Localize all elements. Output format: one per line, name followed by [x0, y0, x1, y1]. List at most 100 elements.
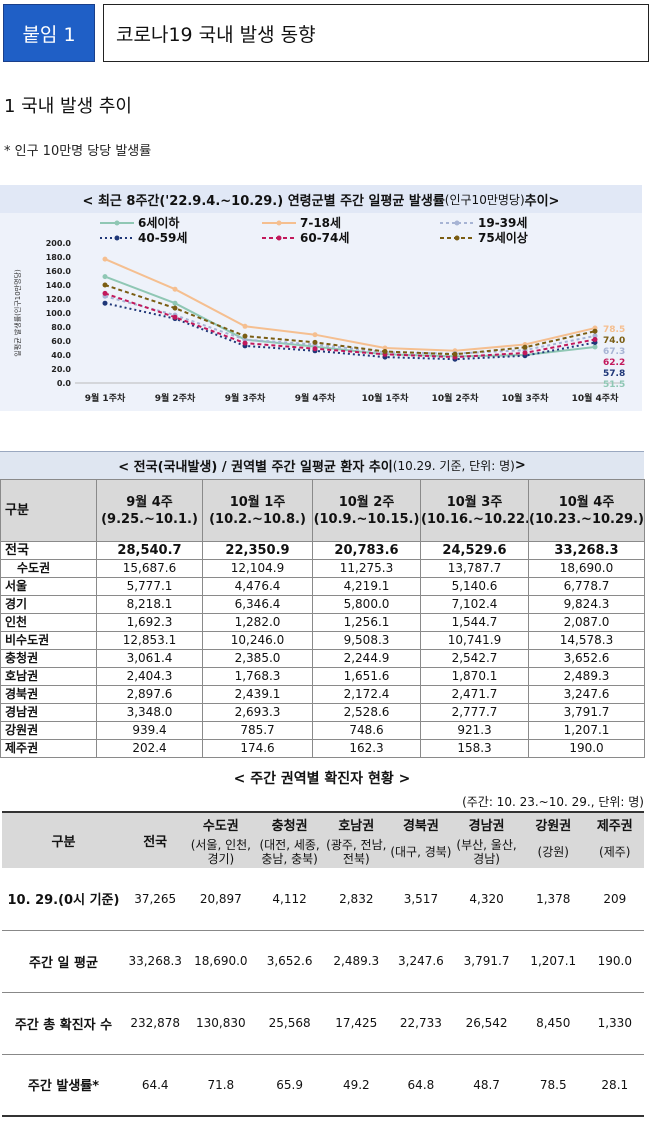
weekly-header-week: 9월 4주 (9.25.~10.1.) — [96, 479, 203, 542]
table-cell: 9,824.3 — [528, 595, 645, 614]
x-tick-label: 9월 1주차 — [85, 392, 126, 404]
row-label: 수도권 — [0, 559, 97, 578]
document-header: 붙임 1 코로나19 국내 발생 동향 — [3, 4, 651, 62]
table-cell: 2,542.7 — [420, 649, 529, 668]
table-cell: 5,140.6 — [420, 577, 529, 596]
series-line-0 — [104, 275, 596, 358]
table-row: 전국 28,540.7 22,350.9 20,783.6 24,529.6 33,268… — [0, 541, 645, 560]
table-cell: 2,404.3 — [96, 667, 203, 686]
table-cell: 15,687.6 — [96, 559, 203, 578]
table-cell: 174.6 — [202, 739, 313, 758]
series-line-3 — [104, 302, 596, 361]
row-label: 주간 일 평균 — [2, 930, 125, 993]
y-tick-label: 140.0 — [46, 281, 72, 290]
data-point — [242, 323, 248, 329]
weekly-header-week: 10월 1주 (10.2.~10.8.) — [202, 479, 313, 542]
data-point — [592, 328, 598, 334]
weekly-header-week: 10월 4주 (10.23.~10.29.) — [528, 479, 645, 542]
table-cell: 3,517 — [389, 868, 453, 931]
table-row: 수도권 15,687.6 12,104.9 11,275.3 13,787.7 18,69… — [0, 559, 645, 578]
x-tick-label: 10월 4주차 — [572, 392, 619, 404]
legend-label: 40-59세 — [138, 230, 187, 245]
table-cell: 2,439.1 — [202, 685, 313, 704]
table-cell: 11,275.3 — [312, 559, 421, 578]
y-tick-label: 160.0 — [46, 267, 72, 276]
data-point — [172, 305, 178, 311]
table-cell: 3,247.6 — [389, 930, 453, 993]
weekly-table-header: 구분 9월 4주 (9.25.~10.1.) 10월 1주 (10.2.~10.8.… — [0, 479, 645, 542]
table-cell: 2,489.3 — [528, 667, 645, 686]
regional-header-subregions: (부산, 울산, 경남) — [452, 836, 521, 868]
table-row: 경북권 2,897.6 2,439.1 2,172.4 2,471.7 3,247.6 — [0, 685, 645, 704]
row-label: 주간 총 확진자 수 — [2, 992, 125, 1055]
regional-header-subregions: (제주) — [585, 836, 644, 868]
table-row: 충청권 3,061.4 2,385.0 2,244.9 2,542.7 3,652.6 — [0, 649, 645, 668]
chart-title-main: < 최근 8주간('22.9.4.~10.29.) 연령군별 주간 일평균 발생… — [82, 193, 445, 209]
row-label: 호남권 — [0, 667, 97, 686]
table-cell: 1,207.1 — [528, 721, 645, 740]
table-cell: 3,791.7 — [528, 703, 645, 722]
table-cell: 18,690.0 — [528, 559, 645, 578]
data-point — [242, 340, 248, 346]
table-cell: 12,853.1 — [96, 631, 203, 650]
table-cell: 65.9 — [256, 1054, 323, 1117]
table-row: 강원권 939.4 785.7 748.6 921.3 1,207.1 — [0, 721, 645, 740]
table-cell: 22,350.9 — [202, 541, 313, 560]
table-cell: 202.4 — [96, 739, 203, 758]
row-label: 강원권 — [0, 721, 97, 740]
row-label: 비수도권 — [0, 631, 97, 650]
table-cell: 1,544.7 — [420, 613, 529, 632]
incidence-chart: < 최근 8주간('22.9.4.~10.29.) 연령군별 주간 일평균 발생… — [0, 185, 642, 411]
table-cell: 33,268.3 — [528, 541, 645, 560]
table-cell: 1,330 — [585, 992, 644, 1055]
table-cell: 18,690.0 — [185, 930, 257, 993]
table-cell: 1,870.1 — [420, 667, 529, 686]
data-point — [102, 290, 108, 296]
row-label: 제주권 — [0, 739, 97, 758]
table-cell: 190.0 — [585, 930, 644, 993]
table-cell: 78.5 — [520, 1054, 586, 1117]
table-cell: 7,102.4 — [420, 595, 529, 614]
table-cell: 48.7 — [452, 1054, 521, 1117]
legend-label: 19-39세 — [478, 215, 527, 230]
table-cell: 3,061.4 — [96, 649, 203, 668]
table-row: 제주권 202.4 174.6 162.3 158.3 190.0 — [0, 739, 645, 758]
table-cell: 1,768.3 — [202, 667, 313, 686]
row-label: 인천 — [0, 613, 97, 632]
weekly-table-wrapper: < 전국(국내발생) / 권역별 주간 일평균 환자 추이 (10.29. 기준… — [0, 451, 645, 758]
row-label: 충청권 — [0, 649, 97, 668]
legend-label: 6세이하 — [138, 215, 179, 230]
table-cell: 2,489.3 — [322, 930, 390, 993]
table-row: 호남권 2,404.3 1,768.3 1,651.6 1,870.1 2,489.3 — [0, 667, 645, 686]
y-tick-label: 180.0 — [46, 253, 72, 262]
table-cell: 10,741.9 — [420, 631, 529, 650]
weekly-header-week: 10월 2주 (10.9.~10.15.) — [312, 479, 421, 542]
row-label: 전국 — [0, 541, 97, 560]
regional-header-subregions: (광주, 전남, 전북) — [322, 836, 390, 868]
table-cell: 24,529.6 — [420, 541, 529, 560]
table-cell: 2,471.7 — [420, 685, 529, 704]
table-cell: 20,897 — [185, 868, 257, 931]
chart-title-sub: (인구10만명당) — [444, 192, 525, 207]
data-point — [102, 300, 108, 306]
regional-header-region: 경남권 — [452, 812, 521, 836]
data-point — [382, 349, 388, 354]
table-cell: 8,218.1 — [96, 595, 203, 614]
weekly-caption-end: > — [514, 458, 526, 473]
weekly-table-caption: < 전국(국내발생) / 권역별 주간 일평균 환자 추이 (10.29. 기준… — [0, 451, 644, 479]
table-cell: 190.0 — [528, 739, 645, 758]
row-label: 서울 — [0, 577, 97, 596]
table-cell: 1,651.6 — [312, 667, 421, 686]
table-cell: 232,878 — [124, 992, 186, 1055]
data-point — [382, 345, 388, 351]
table-cell: 2,244.9 — [312, 649, 421, 668]
footnote: * 인구 10만명 당당 발생률 — [4, 144, 152, 159]
weekly-caption-sub: (10.29. 기준, 단위: 명) — [392, 459, 515, 473]
y-tick-label: 0.0 — [57, 379, 72, 388]
data-point — [592, 336, 598, 342]
table-cell: 6,778.7 — [528, 577, 645, 596]
y-tick-label: 40.0 — [51, 351, 71, 360]
end-value-label: 51.5 — [603, 380, 625, 390]
data-point — [312, 346, 318, 352]
x-tick-label: 9월 3주차 — [225, 392, 266, 404]
